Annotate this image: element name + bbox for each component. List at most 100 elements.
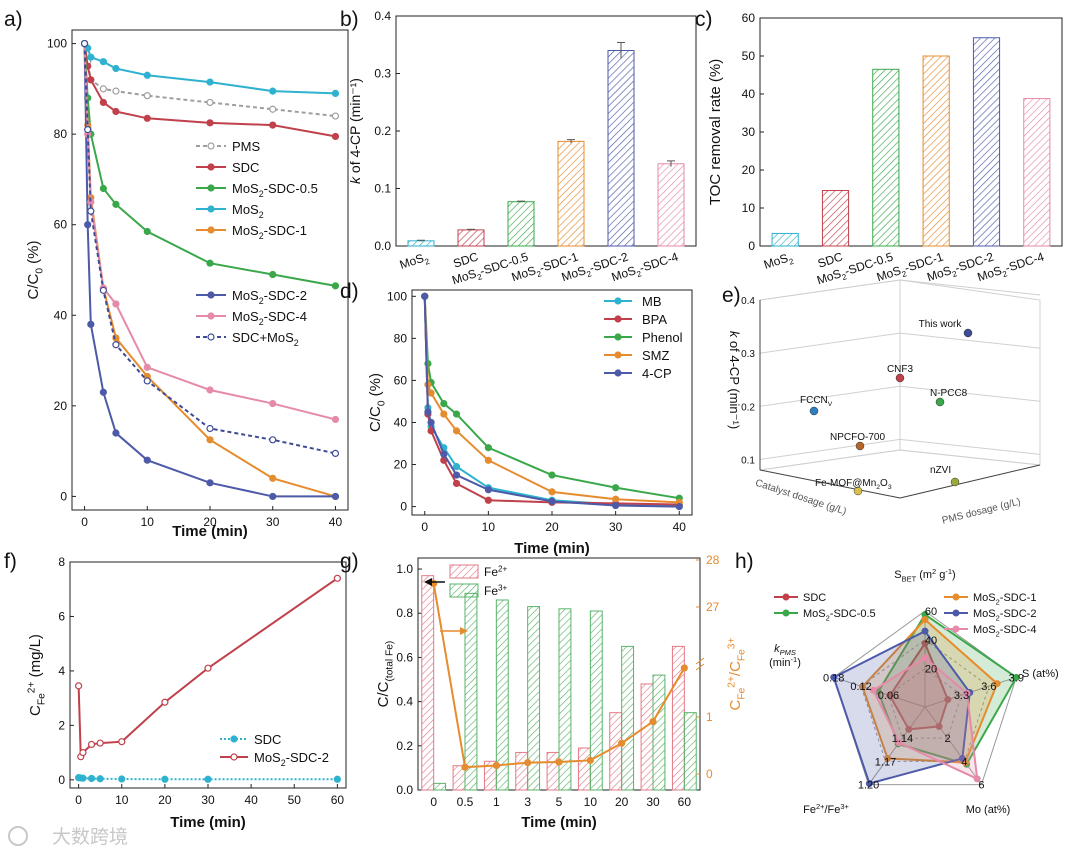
panel-a-data-point	[206, 78, 214, 86]
panel-a-data-point	[331, 132, 340, 141]
panel-h-data-point	[830, 673, 838, 681]
panel-d-legend-marker	[614, 351, 622, 359]
panel-a-x-tick-label: 0	[81, 515, 88, 529]
panel-e-point-label: NPCFO-700	[830, 432, 885, 443]
panel-a-x-tick-label: 20	[203, 515, 217, 529]
panel-h-axis-title: kPMS	[774, 643, 796, 657]
panel-g-bar-fe2	[515, 751, 529, 791]
panel-a-x-tick-label: 40	[329, 515, 343, 529]
panel-g-ratio-point	[492, 761, 500, 770]
panel-a-y-tick-label: 20	[54, 399, 68, 413]
panel-g-bar-fe2	[546, 751, 560, 791]
panel-a-data-point	[331, 282, 340, 290]
panel-a-data-point	[87, 53, 95, 61]
panel-g-category-label: 60	[678, 795, 692, 809]
panel-h-tick-label: 60	[925, 606, 937, 618]
panel-b-bar	[557, 140, 585, 247]
panel-a-x-label: Time (min)	[172, 523, 248, 540]
panel-c-plot-frame	[759, 17, 1063, 247]
panel-d-data-point	[440, 410, 448, 418]
panel-c-y-label: TOC removal rate (%)	[707, 59, 724, 205]
panel-g-category-label: 0	[430, 795, 437, 809]
panel-e-data-point	[809, 406, 819, 416]
panel-a-legend-label: MoS2-SDC-1	[232, 223, 307, 241]
panel-e-side-wall	[899, 279, 1041, 466]
panel-g-axis-break	[695, 663, 705, 671]
panel-h-legend-label: MoS2-SDC-2	[973, 608, 1036, 622]
panel-g-bar-fe3	[527, 606, 541, 791]
panel-g-category-label: 1	[493, 795, 500, 809]
panel-c-category-label: SDC	[816, 249, 845, 270]
panel-h-tick-label: 3.6	[981, 681, 996, 693]
panel-h-data-point	[858, 683, 866, 691]
panel-a-y-tick-label: 0	[60, 489, 67, 503]
panel-h-legend-label: MoS2-SDC-1	[973, 592, 1036, 606]
panel-a-data-point	[143, 92, 151, 100]
panel-a-data-point	[84, 126, 92, 134]
panel-a-data-point	[143, 363, 151, 371]
panel-h-legend-label: MoS2-SDC-4	[973, 624, 1036, 638]
panel-f-y-tick-label: 6	[58, 609, 65, 623]
panel-b-y-tick-label: 0.4	[374, 9, 391, 23]
panel-a-data-point	[331, 492, 340, 501]
panel-h-data-point	[1012, 673, 1020, 681]
panel-b-plot-frame	[395, 15, 697, 247]
panel-f-x-label: Time (min)	[170, 814, 246, 831]
panel-a-data-point	[269, 121, 277, 129]
panel-g-ratio-point	[461, 763, 469, 771]
panel-h-legend-label: SDC	[803, 592, 826, 604]
panel-label-f: f)	[4, 550, 17, 573]
panel-g-x-label: Time (min)	[521, 814, 597, 831]
panel-e-x-axis	[759, 469, 901, 499]
panel-c-y-tick-label: 40	[742, 87, 756, 101]
panel-c-bar	[771, 232, 799, 247]
panel-h-data-point	[921, 611, 929, 619]
panel-g-y-tick-label: 0.6	[396, 650, 413, 664]
panel-a-data-point	[143, 377, 151, 385]
panel-g-ratio-point	[586, 756, 594, 764]
panel-a-y-tick-label: 100	[47, 37, 67, 51]
panel-a-data-point	[99, 388, 107, 396]
panel-g-bar-fe2	[609, 712, 623, 791]
panel-d-data-point	[452, 471, 461, 479]
panel-g-y-tick-label: 0.2	[396, 739, 413, 753]
panel-g-legend-label: Fe3+	[484, 583, 508, 598]
panel-label-h: h)	[735, 550, 754, 573]
panel-g-right-y-label: CFe2+/CFe3+	[726, 638, 747, 711]
panel-e-gridline	[759, 385, 901, 407]
panel-f-data-point	[96, 739, 104, 747]
panel-a-data-point	[112, 300, 120, 308]
panel-d-x-label: Time (min)	[514, 540, 590, 557]
panel-a-legend-marker	[207, 291, 215, 299]
panel-a-data-point	[269, 105, 277, 113]
panel-e-z-tick-label: 0.1	[741, 455, 755, 466]
panel-g-category-label: 3	[524, 795, 531, 809]
panel-e-data-point	[950, 477, 960, 487]
panel-f-data-point	[161, 775, 169, 783]
panel-g-category-label: 30	[646, 795, 660, 809]
panel-g-category-label: 10	[584, 795, 598, 809]
panel-a-legend-label: MoS2-SDC-2	[232, 288, 307, 306]
panel-b-category-label: SDC	[451, 249, 480, 270]
panel-f-x-tick-label: 50	[288, 793, 302, 807]
panel-a-data-point	[99, 85, 107, 93]
panel-a-data-point	[269, 399, 277, 408]
panel-d-data-point	[421, 292, 429, 300]
panel-b-bar	[657, 163, 685, 247]
panel-a-data-point	[112, 341, 120, 349]
panel-a-data-point	[206, 436, 214, 444]
panel-e-point-label: Fe-MOF@Mn2O3	[815, 478, 892, 491]
panel-c-bar	[872, 68, 900, 247]
panel-d-data-point	[484, 444, 492, 452]
panel-g-arrow-left-head	[424, 578, 432, 586]
panel-e-point-label: nZVI	[930, 465, 951, 476]
panel-f-x-tick-label: 10	[115, 793, 129, 807]
panel-a-data-point	[269, 270, 277, 279]
panel-f-y-label: CFe2+ (mg/L)	[26, 634, 47, 716]
panel-h-legend-marker	[782, 593, 790, 601]
panel-g-axis-break	[695, 657, 705, 665]
panel-h-tick-label: 40	[925, 635, 937, 647]
panel-g-y-tick-label: 0.0	[396, 783, 413, 797]
panel-g-right-tick-label: 1	[706, 710, 713, 724]
